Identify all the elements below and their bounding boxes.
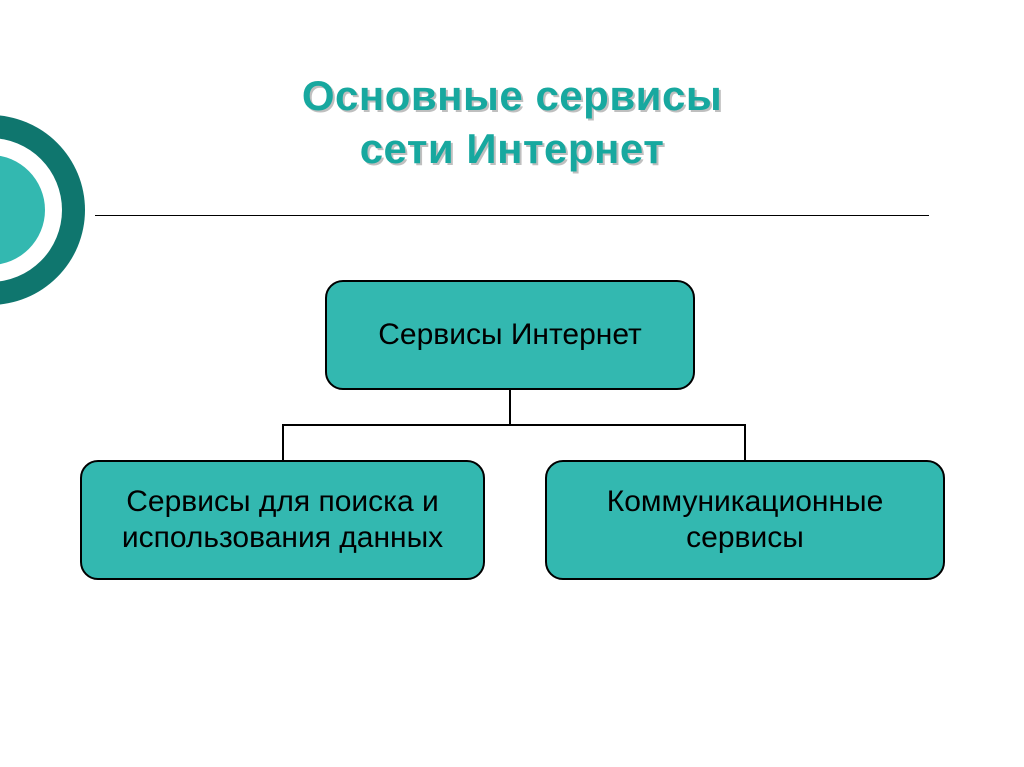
node-left: Сервисы для поиска и использования данны… — [80, 460, 485, 580]
slide-title-text: Основные сервисы сети Интернет — [0, 70, 1024, 175]
connector-to-left — [282, 425, 284, 460]
node-root: Сервисы Интернет — [325, 280, 695, 390]
corner-decor — [0, 0, 140, 420]
slide-title: Основные сервисы сети Интернет Основные … — [0, 70, 1024, 175]
connector-to-right — [744, 425, 746, 460]
node-right: Коммуникационные сервисы — [545, 460, 945, 580]
connector-hbar — [282, 424, 747, 426]
connector-root-stub — [509, 390, 511, 425]
title-divider — [95, 215, 929, 216]
